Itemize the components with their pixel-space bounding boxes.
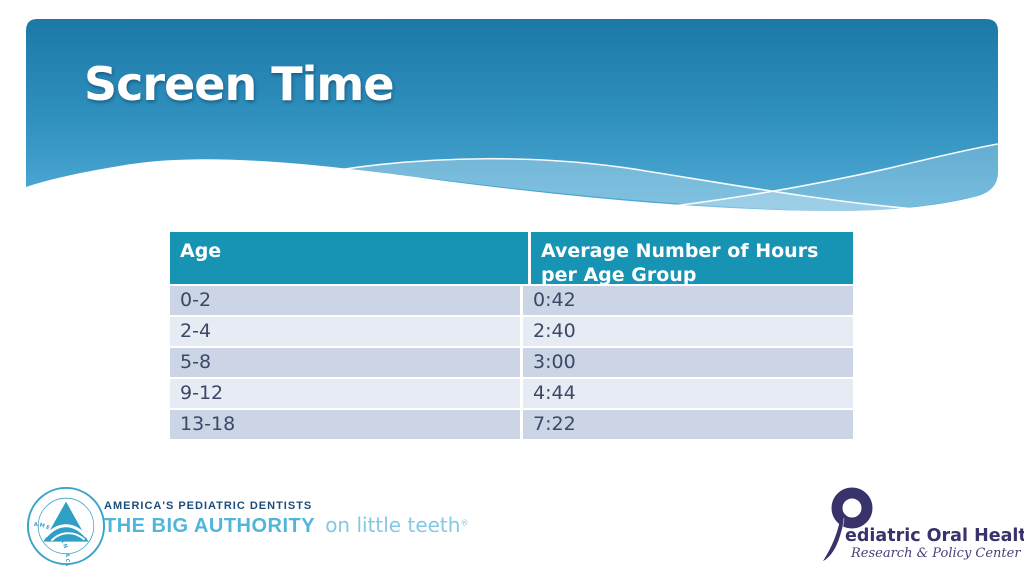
- hours-cell: 2:40: [523, 317, 853, 346]
- table-row: 13-18 7:22: [170, 410, 853, 439]
- age-cell: 0-2: [170, 286, 520, 315]
- hours-cell: 7:22: [523, 410, 853, 439]
- wave-line-ascending: [584, 143, 999, 216]
- age-cell: 13-18: [170, 410, 520, 439]
- aapd-big-authority: THE BIG AUTHORITY: [104, 515, 316, 537]
- wave-highlight-band-2: [585, 144, 998, 215]
- age-cell: 5-8: [170, 348, 520, 377]
- header-banner: [26, 19, 999, 216]
- hours-cell: 4:44: [523, 379, 853, 408]
- aapd-little-teeth: on little teeth: [325, 513, 461, 537]
- screen-time-table: Age Average Number of Hours per Age Grou…: [170, 232, 853, 439]
- table-header-age: Age: [170, 232, 528, 284]
- hours-cell: 3:00: [523, 348, 853, 377]
- poh-logo: ediatric Oral Health Research & Policy C…: [818, 483, 1024, 569]
- age-cell: 2-4: [170, 317, 520, 346]
- poh-p-icon: [823, 487, 873, 561]
- poh-name: ediatric Oral Health: [845, 526, 1024, 546]
- registered-trademark: ®: [460, 518, 469, 528]
- header-wave-shape: [26, 19, 998, 211]
- aapd-seal-icon: AMERICAN ACADEMY OF PEDIATRIC DENTISTRY: [26, 486, 106, 566]
- table-header-row: Age Average Number of Hours per Age Grou…: [170, 232, 853, 286]
- aapd-triangle: [43, 501, 89, 542]
- hours-cell: 0:42: [523, 286, 853, 315]
- wave-line-descending: [337, 157, 999, 211]
- table-row: 2-4 2:40: [170, 317, 853, 346]
- age-cell: 9-12: [170, 379, 520, 408]
- poh-subtitle: Research & Policy Center: [851, 546, 1021, 561]
- aapd-tagline-top: AMERICA'S PEDIATRIC DENTISTS: [104, 500, 313, 512]
- table-header-hours: Average Number of Hours per Age Group: [531, 232, 853, 286]
- wave-highlight-band-1: [338, 158, 915, 212]
- table-row: 0-2 0:42: [170, 286, 853, 315]
- table-row: 5-8 3:00: [170, 348, 853, 377]
- aapd-tagline-bottom: THE BIG AUTHORITY on little teeth®: [104, 513, 468, 538]
- aapd-logo: AMERICAN ACADEMY OF PEDIATRIC DENTISTRY …: [26, 486, 468, 570]
- table-row: 9-12 4:44: [170, 379, 853, 408]
- slide-title: Screen Time: [84, 57, 395, 111]
